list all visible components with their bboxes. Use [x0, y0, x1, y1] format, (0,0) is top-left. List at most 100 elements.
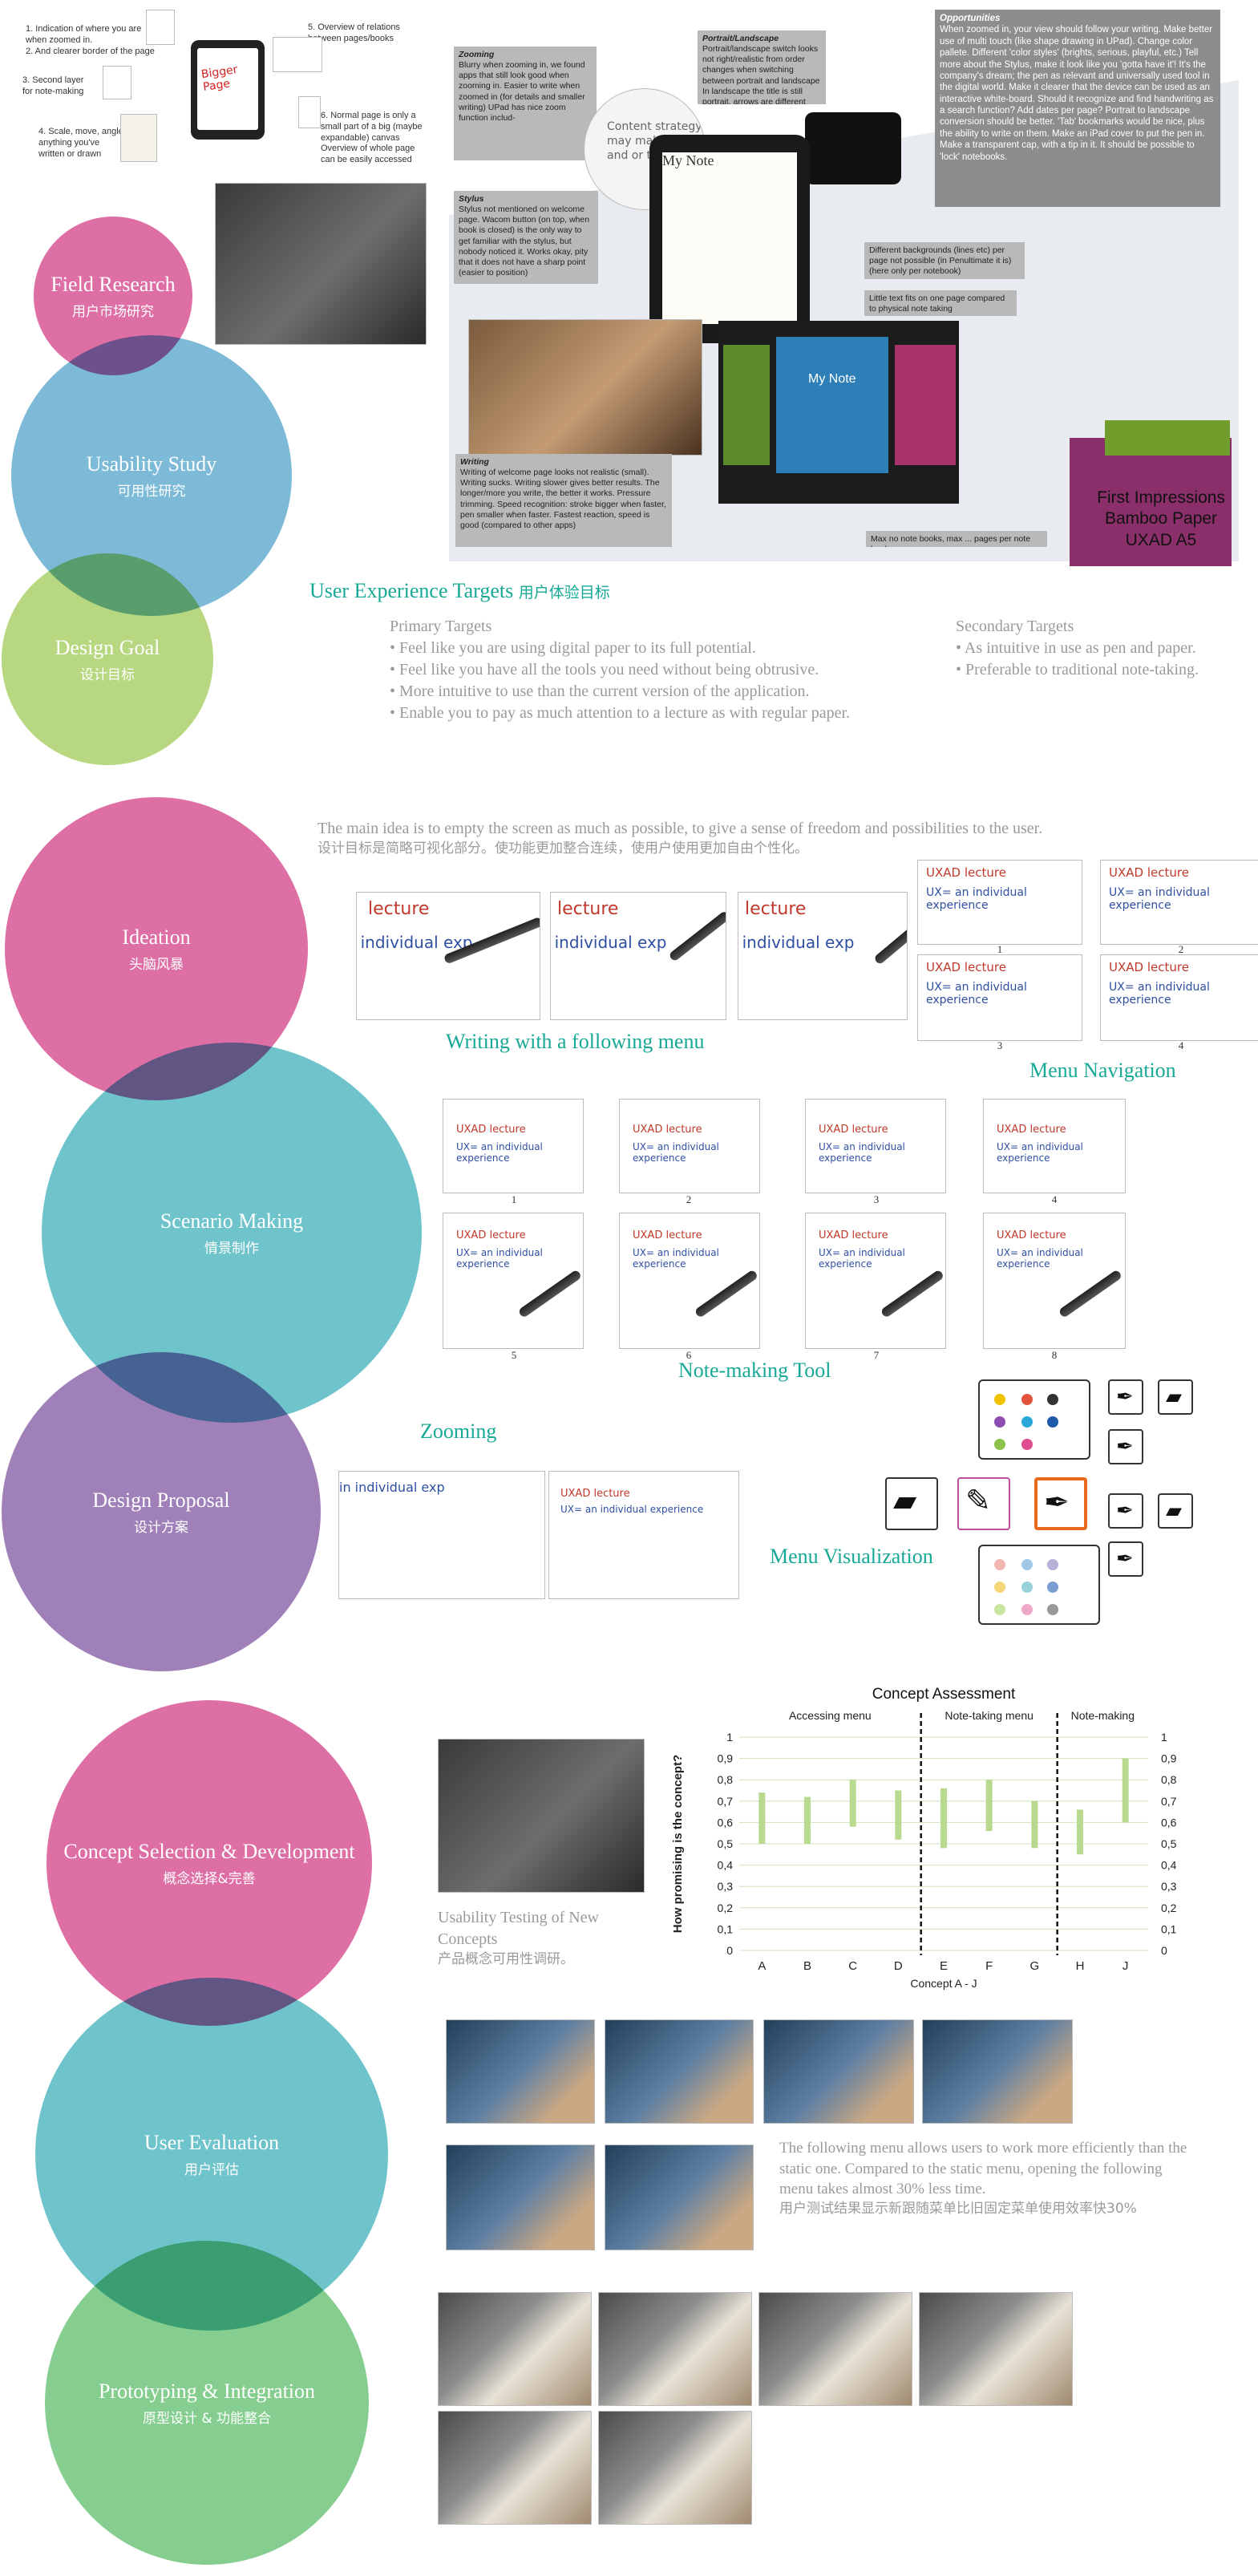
scenario-8-label: UXAD lecture	[997, 1229, 1066, 1241]
zooming-note-title: Zooming	[459, 50, 495, 59]
chart-y-axis-label: How promising is the concept?	[671, 1755, 685, 1934]
evaluation-result-cn: 用户测试结果显示新跟随菜单比旧固定菜单使用效率快30%	[779, 2200, 1137, 2217]
scenario-num-5: 5	[511, 1349, 517, 1361]
opportunities-note-body: When zoomed in, your view should follow …	[940, 25, 1214, 162]
evaluation-photo-5	[446, 2145, 595, 2250]
evaluation-photo-3	[763, 2019, 914, 2124]
chart-ytick-label: 0,7	[718, 1795, 734, 1808]
chart-bar-E	[940, 1788, 947, 1849]
menu-nav-4-title: UXAD lecture	[1109, 960, 1189, 974]
zooming-sketch-2: UXAD lecture UX= an individual experienc…	[548, 1471, 739, 1599]
phase-design-goal-label: Design Goal	[55, 635, 160, 659]
phase-concept-selection-label: Concept Selection & Development	[63, 1839, 355, 1863]
main-idea-text: The main idea is to empty the screen as …	[318, 818, 1216, 858]
main-idea-en: The main idea is to empty the screen as …	[318, 820, 1043, 837]
phase-prototyping-label-cn: 原型设计 & 功能整合	[142, 2411, 272, 2428]
phase-design-goal: Design Goal 设计目标	[2, 553, 213, 765]
opportunities-note-title: Opportunities	[940, 14, 1001, 23]
chart-group-label: Note-making	[1071, 1709, 1135, 1722]
first-impressions-label: First Impressions Bamboo Paper UXAD A5	[1097, 488, 1225, 549]
menu-nav-2-title: UXAD lecture	[1109, 865, 1189, 880]
writing-note-body: Writing of welcome page looks not realis…	[460, 468, 666, 530]
scenario-3-text: UX= an individual experience	[819, 1141, 905, 1164]
portrait-landscape-note: Portrait/Landscape Portrait/landscape sw…	[698, 30, 826, 104]
sketch-3-title: lecture	[745, 899, 807, 919]
primary-target-1: • Feel like you are using digital paper …	[390, 639, 756, 657]
scenario-num-6: 6	[686, 1349, 692, 1361]
evaluation-result-en: The following menu allows users to work …	[779, 2140, 1187, 2198]
scenario-4-text: UX= an individual experience	[997, 1141, 1083, 1164]
scenario-4-label: UXAD lecture	[997, 1124, 1066, 1136]
max-notebooks-note: Max no note books, max ... pages per not…	[866, 531, 1047, 547]
phase-concept-selection: Concept Selection & Development 概念选择&完善	[47, 1700, 372, 2026]
field-note-2: 2. And clearer border of the page	[26, 47, 155, 56]
marker-tool-icon[interactable]: ✎	[957, 1477, 1010, 1530]
phase-user-evaluation-label-cn: 用户评估	[184, 2162, 239, 2179]
phase-design-proposal: Design Proposal 设计方案	[2, 1352, 321, 1671]
chart-ytick-label-right: 0,1	[1161, 1922, 1177, 1935]
chart-xtick-label: B	[803, 1959, 811, 1973]
sketch-2-body: in individual exp	[551, 933, 667, 952]
scenario-1-label: UXAD lecture	[456, 1124, 526, 1136]
menu-nav-num-3: 3	[997, 1039, 1003, 1051]
chart-group-label: Note-taking menu	[945, 1709, 1034, 1722]
scenario-sketch-8: UXAD lecture UX= an individual experienc…	[983, 1213, 1126, 1349]
prototype-photo-6	[598, 2411, 752, 2525]
ux-targets-heading-en: User Experience Targets	[309, 579, 514, 602]
chart-ytick-label-right: 0,9	[1161, 1752, 1177, 1765]
scenario-8-text: UX= an individual experience	[997, 1247, 1083, 1270]
menu-nav-num-1: 1	[997, 943, 1003, 955]
scenario-2-label: UXAD lecture	[633, 1124, 702, 1136]
usability-testing-caption-cn: 产品概念可用性调研。	[438, 1951, 574, 1967]
pen-tool-icon-2[interactable]: ✒	[1108, 1429, 1143, 1464]
chart-ytick-label: 0,4	[718, 1859, 734, 1872]
chart-ytick-label: 0	[726, 1944, 733, 1957]
sketch-1-body: in individual exp	[357, 933, 473, 952]
stylus-note-body: Stylus not mentioned on welcome page. Wa…	[459, 205, 590, 277]
scenario-sketch-4: UXAD lecture UX= an individual experienc…	[983, 1099, 1126, 1193]
sketch-1-title: lecture	[368, 899, 430, 919]
scenario-sketch-2: UXAD lecture UX= an individual experienc…	[619, 1099, 760, 1193]
field-sketch-thumb-3	[120, 114, 157, 162]
pen-tool-icon[interactable]: ✒	[1108, 1379, 1143, 1415]
phase-prototyping: Prototyping & Integration 原型设计 & 功能整合	[45, 2241, 369, 2565]
scenario-3-label: UXAD lecture	[819, 1124, 888, 1136]
eraser-tool-icon-large[interactable]: ▰	[885, 1477, 938, 1530]
backgrounds-note: Different backgrounds (lines etc) per pa…	[864, 242, 1025, 279]
writing-note: Writing Writing of welcome page looks no…	[455, 454, 672, 547]
evaluation-result-text: The following menu allows users to work …	[779, 2138, 1196, 2218]
menu-nav-sketch-4: UXAD lecture UX= an individual experienc…	[1100, 954, 1258, 1041]
my-note-cover-label: My Note	[808, 372, 856, 386]
zooming-sketch-2-text: UX= an individual experience	[560, 1504, 704, 1515]
chart-xtick-label: A	[758, 1959, 766, 1973]
secondary-target-2: • Preferable to traditional note-taking.	[956, 661, 1199, 678]
secondary-target-1: • As intuitive in use as pen and paper.	[956, 639, 1196, 657]
scenario-num-7: 7	[873, 1349, 880, 1361]
pen-tool-icon-active[interactable]: ✒	[1034, 1477, 1087, 1530]
field-research-photo	[215, 183, 427, 345]
eraser-tool-icon[interactable]: ▰	[1158, 1379, 1193, 1415]
chart-ytick-label-right: 1	[1161, 1731, 1167, 1744]
little-text-note: Little text fits on one page compared to…	[864, 290, 1017, 316]
usability-testing-photo	[438, 1739, 645, 1893]
pen-tool-icon-4[interactable]: ✒	[1108, 1541, 1143, 1577]
menu-nav-1-title: UXAD lecture	[926, 865, 1006, 880]
chart-bar-B	[804, 1796, 811, 1844]
scenario-7-label: UXAD lecture	[819, 1229, 888, 1241]
pen-tool-icon-3[interactable]: ✒	[1108, 1493, 1143, 1529]
scenario-num-4: 4	[1051, 1193, 1058, 1205]
field-note-4: 4. Scale, move, angle anything you've wr…	[38, 127, 123, 159]
primary-target-4: • Enable you to pay as much attention to…	[390, 704, 851, 722]
scenario-num-1: 1	[511, 1193, 517, 1205]
zooming-sketch-2-label: UXAD lecture	[560, 1488, 630, 1500]
chart-bar-C	[849, 1780, 856, 1827]
chart-xtick-label: J	[1122, 1959, 1129, 1973]
chart-ytick-label-right: 0,2	[1161, 1902, 1177, 1914]
phase-user-evaluation-label: User Evaluation	[144, 2130, 280, 2154]
scenario-num-3: 3	[873, 1193, 880, 1205]
phase-usability-study: Usability Study 可用性研究	[11, 335, 292, 616]
chart-ytick-label-right: 0	[1161, 1944, 1167, 1957]
chart-ytick-label: 0,8	[718, 1773, 734, 1786]
scenario-sketch-3: UXAD lecture UX= an individual experienc…	[805, 1099, 946, 1193]
eraser-tool-icon-2[interactable]: ▰	[1158, 1493, 1193, 1529]
